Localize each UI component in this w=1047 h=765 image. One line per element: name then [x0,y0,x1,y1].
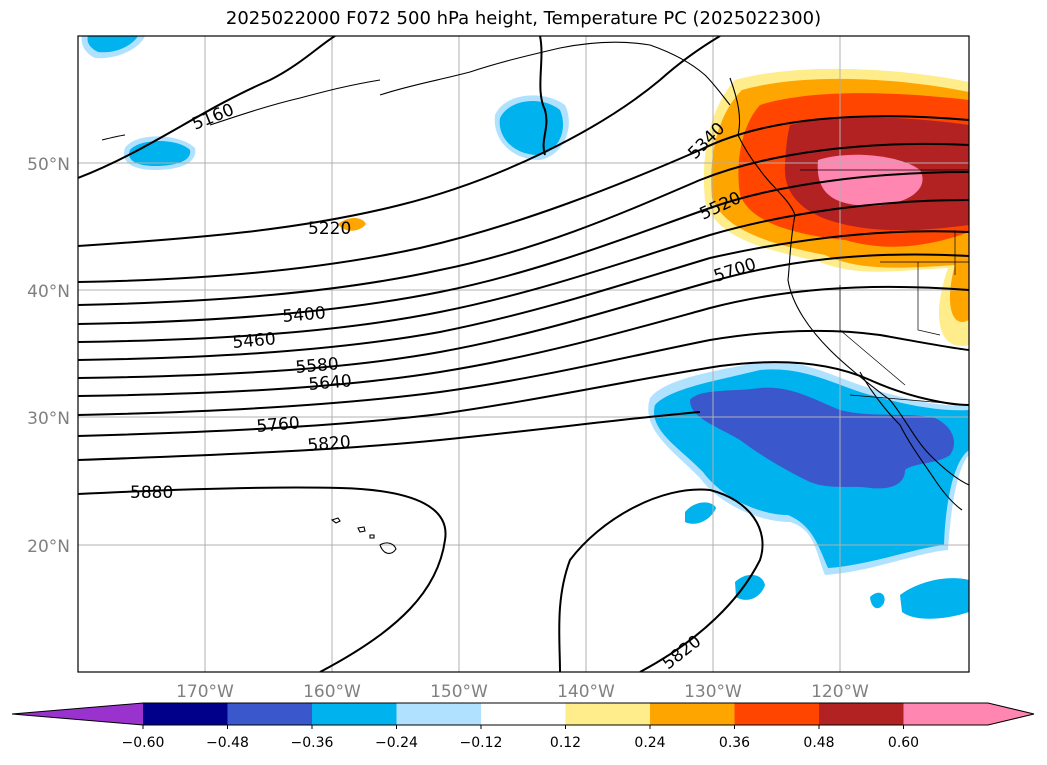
lon-label-170w: 170°W [176,682,234,702]
contour-label-5220: 5220 [308,219,351,239]
colorbar: −0.60 −0.48 −0.36 −0.24 −0.12 0.12 0.24 0.36 0.4… [11,702,1035,751]
contour-label-5820: 5820 [307,432,352,456]
colorbar-extend-high [988,703,1034,725]
contour-label-5640: 5640 [308,371,353,395]
colorbar-segment [565,703,651,725]
colorbar-segment [143,703,229,725]
coastlines [101,41,969,554]
colorbar-tick-label: 0.36 [719,735,750,751]
lon-label-150w: 150°W [430,682,488,702]
colorbar-tick-label: −0.60 [122,735,165,751]
cold-anomaly-region [648,361,969,619]
map-title: 2025022000 F072 500 hPa height, Temperat… [225,8,822,29]
contour-label-5880: 5880 [130,483,173,503]
lon-label-160w: 160°W [303,682,361,702]
colorbar-tick-label: −0.48 [206,735,249,751]
colorbar-tick-label: 0.60 [888,735,919,751]
contour-label-5760: 5760 [256,413,301,437]
lat-label-30n: 30°N [27,409,70,429]
colorbar-tick-label: 0.12 [550,735,581,751]
colorbar-segment [734,703,820,725]
colorbar-tick-label: −0.36 [291,735,334,751]
latitude-labels: 50°N 40°N 30°N 20°N [27,155,70,557]
colorbar-segment [227,703,313,725]
political-borders [800,169,969,406]
lat-label-20n: 20°N [27,537,70,557]
colorbar-extend-low [12,703,143,725]
lat-label-50n: 50°N [27,155,70,175]
contour-label-5580: 5580 [295,354,340,378]
colorbar-tick-label: −0.12 [460,735,503,751]
cold-anomaly-small [81,36,569,231]
colorbar-segment [312,703,398,725]
colorbar-segment [819,703,905,725]
map-panel: 5160 5220 5340 5400 5460 5520 5580 5640 … [78,36,969,672]
map-frame [77,35,970,673]
colorbar-segment [481,703,567,725]
lon-label-140w: 140°W [557,682,615,702]
contour-label-5460: 5460 [232,329,277,353]
longitude-labels: 170°W 160°W 150°W 140°W 130°W 120°W [176,682,869,702]
lon-label-120w: 120°W [811,682,869,702]
lon-label-130w: 130°W [684,682,742,702]
colorbar-segment [396,703,482,725]
height-contours [78,36,969,672]
lat-label-40n: 40°N [27,282,70,302]
colorbar-segment [903,703,989,725]
colorbar-tick-label: 0.48 [803,735,834,751]
colorbar-tick-label: −0.24 [375,735,418,751]
colorbar-tick-label: 0.24 [634,735,665,751]
contour-label-5400: 5400 [282,303,327,327]
colorbar-segment [650,703,736,725]
